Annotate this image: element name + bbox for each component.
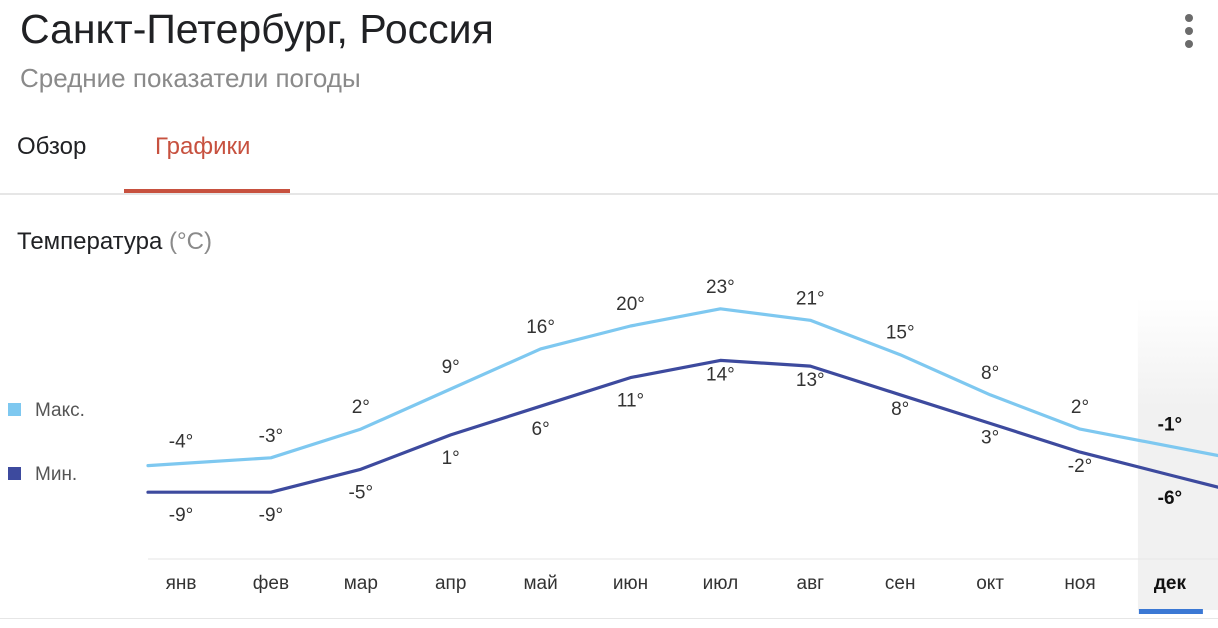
series-line-min xyxy=(146,358,1218,494)
legend-item-max: Макс. xyxy=(8,400,85,422)
selected-column-indicator xyxy=(1138,609,1203,614)
data-label-max: 16° xyxy=(526,317,555,338)
tabs-divider xyxy=(0,193,1218,195)
x-tick-label: янв xyxy=(166,573,197,594)
x-tick-label: мар xyxy=(344,573,378,594)
page-subtitle: Средние показатели погоды xyxy=(20,63,361,93)
x-tick-label: сен xyxy=(885,573,916,594)
x-tick-label: июл xyxy=(703,573,739,594)
data-label-min: -2° xyxy=(1068,456,1093,477)
x-tick-label: авг xyxy=(797,573,825,594)
x-tick-label: ноя xyxy=(1064,573,1095,594)
data-label-max: 8° xyxy=(981,363,999,384)
data-label-min: 3° xyxy=(981,427,999,448)
data-label-min: -5° xyxy=(349,482,374,503)
data-label-max: 2° xyxy=(1071,397,1089,418)
data-label-max: 9° xyxy=(442,357,460,378)
data-label-max: 15° xyxy=(886,323,915,344)
data-label-max: 2° xyxy=(352,397,370,418)
legend-swatch-max xyxy=(8,402,21,416)
legend-label-min: Мин. xyxy=(35,464,78,485)
data-label-min: 1° xyxy=(442,448,460,469)
series-line-max xyxy=(146,307,1218,468)
data-label-max: 21° xyxy=(796,288,825,309)
tab-overview[interactable]: Обзор xyxy=(17,133,87,160)
x-tick-label: дек xyxy=(1154,573,1187,594)
section-unit: (°C) xyxy=(169,228,212,255)
data-label-max: -4° xyxy=(169,432,194,453)
data-label-min: 8° xyxy=(891,399,909,420)
legend-item-min: Мин. xyxy=(8,464,77,486)
tab-charts[interactable]: Графики xyxy=(155,133,251,160)
x-tick-label: апр xyxy=(435,573,466,594)
x-tick-label: июн xyxy=(613,573,648,594)
section-title: Температура (°C) xyxy=(17,228,212,256)
x-tick-label: фев xyxy=(253,573,289,594)
data-label-max: -1° xyxy=(1158,414,1183,435)
legend-swatch-min xyxy=(8,466,21,480)
x-tick-label: май xyxy=(523,573,557,594)
data-label-min: 14° xyxy=(706,364,735,385)
data-label-min: -9° xyxy=(259,505,284,526)
section-title-text: Температура xyxy=(17,228,163,255)
data-label-min: 13° xyxy=(796,370,825,391)
more-vert-icon[interactable] xyxy=(1178,14,1202,50)
data-label-max: 20° xyxy=(616,294,645,315)
bottom-divider xyxy=(0,618,1218,619)
data-label-min: 11° xyxy=(617,391,644,412)
data-label-max: 23° xyxy=(706,277,735,298)
x-tick-label: окт xyxy=(976,573,1004,594)
legend-label-max: Макс. xyxy=(35,400,85,421)
page-title: Санкт-Петербург, Россия xyxy=(20,6,494,52)
data-label-min: -9° xyxy=(169,505,194,526)
data-label-min: -6° xyxy=(1158,488,1183,509)
data-label-max: -3° xyxy=(259,426,284,447)
data-label-min: 6° xyxy=(532,419,550,440)
active-tab-indicator xyxy=(124,189,290,194)
